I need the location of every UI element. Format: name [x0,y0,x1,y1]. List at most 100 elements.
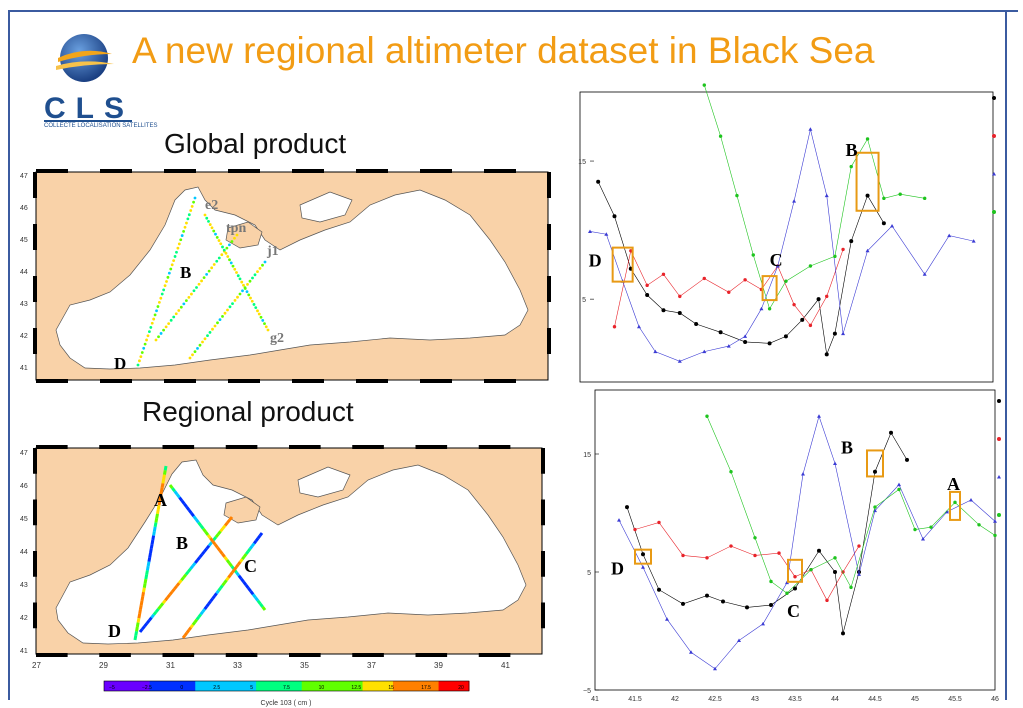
highlight-box [611,246,634,283]
track-segment [217,530,222,536]
track-segment [237,560,242,566]
track-segment [168,590,174,596]
track-segment [225,559,231,565]
track-segment [141,591,146,597]
track-point [233,299,237,302]
series-point [641,565,645,569]
track-point [238,277,242,281]
colorbar-cell [362,681,379,691]
logo-subtitle: COLLECTE LOCALISATION SATELLITES [44,123,158,129]
track-segment [162,474,166,480]
regional-heading: Regional product [142,396,354,427]
track-segment [159,487,164,493]
series-point [645,293,650,297]
series-line [626,432,908,634]
map-border-segment [100,169,132,173]
global-map: e2 tpn j1 g2 B D 47 46 45 44 43 42 41 [20,169,551,383]
track-segment [164,596,169,602]
series-point [777,551,781,555]
series-point [625,505,629,510]
track-segment [214,533,220,539]
track-point [196,347,199,350]
track-segment [207,541,213,547]
track-segment [229,571,234,576]
track-segment [219,584,224,590]
x-tick-label: 43.5 [788,696,802,703]
track-point [261,319,265,322]
series-point [792,302,796,307]
series-point [705,593,709,598]
track-segment [187,509,193,515]
track-segment [147,557,152,562]
track-point [179,305,183,309]
track-segment [142,587,146,593]
track-point [157,300,161,304]
point-label: A [154,490,167,510]
colorbar-cell [119,681,135,691]
colorbar-cell [453,681,470,691]
series-point [793,586,797,591]
track-segment [213,543,219,549]
track-segment [251,593,257,599]
regional-crimea [223,496,261,524]
series-point [849,585,853,590]
track-point [259,315,263,319]
track-point [156,305,160,308]
series-point [753,553,757,558]
track-segment [149,544,154,549]
track-segment [190,512,195,518]
track-point [254,306,258,310]
series-point [809,567,813,572]
track-segment [156,504,161,510]
track-point [184,299,188,303]
x-tick-label: 41.5 [628,696,642,703]
y-tick-label: 15 [578,159,586,166]
annotation-label: B [841,437,853,457]
track-label: j1 [266,244,279,259]
series-point [897,482,901,487]
track-segment [216,546,222,552]
slide-title: A new regional altimeter dataset in Blac… [132,30,875,71]
map-border-segment [228,169,260,173]
series-point [751,253,755,257]
annotation-label: A [947,474,960,494]
track-segment [241,555,246,561]
series-point [713,666,717,671]
track-segment [244,584,250,590]
track-segment [223,555,229,561]
series-point [841,631,845,636]
track-segment [161,478,166,484]
track-segment [145,570,149,576]
track-point [230,240,234,243]
track-point [257,312,261,316]
x-tick-label: 41 [591,696,599,703]
series-point [833,556,837,560]
series-point [873,469,877,474]
track-segment [213,592,218,597]
track-point [217,239,221,242]
map-border-segment [292,169,324,173]
map-border-segment [36,445,68,449]
y-tick-label: 15 [583,452,591,459]
map-border-segment [478,653,511,657]
track-point [208,331,212,334]
series-point [702,276,706,281]
map-border-segment [352,445,384,449]
track-point [167,271,171,275]
series-point [977,523,981,527]
track-point [198,343,202,347]
track-segment [226,518,231,524]
map-border-segment [292,379,324,383]
track-segment [189,564,195,570]
track-point [140,351,144,354]
lat-tick-label: 46 [20,205,28,212]
highlight-box [787,558,803,583]
track-point [179,238,183,242]
colorbar-outline [103,680,470,692]
track-segment [141,625,146,631]
track-point [235,233,239,237]
track-segment [135,622,140,628]
track-point [142,346,146,350]
slide-frame-right [1005,10,1007,700]
series-point [993,533,997,538]
